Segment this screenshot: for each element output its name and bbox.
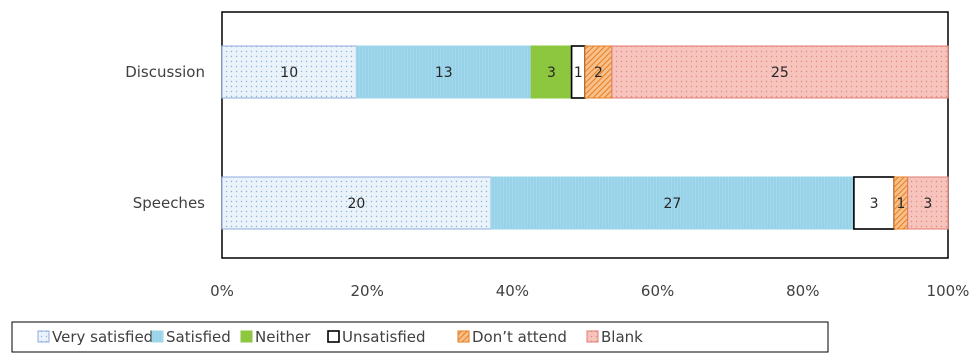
plot-area (221, 11, 949, 259)
x-tick-label: 40% (496, 282, 529, 300)
bar-speeches-satisfied (490, 176, 855, 230)
data-label-speeches-don-t-attend: 1 (896, 196, 905, 212)
legend-swatch-unsatisfied (327, 330, 340, 343)
data-label-discussion-satisfied: 13 (435, 65, 453, 81)
bar-discussion-blank (611, 45, 949, 99)
data-label-discussion-don-t-attend: 2 (594, 65, 603, 81)
data-label-speeches-very-satisfied: 20 (347, 196, 365, 212)
data-label-discussion-very-satisfied: 10 (280, 65, 298, 81)
data-label-speeches-blank: 3 (923, 196, 932, 212)
bar-discussion-don-t-attend (584, 45, 613, 99)
bar-speeches-blank (907, 176, 949, 230)
category-label-speeches: Speeches (133, 194, 205, 212)
category-label-discussion: Discussion (125, 63, 205, 81)
x-tick-label: 60% (641, 282, 674, 300)
legend-label-neither: Neither (255, 328, 311, 346)
bar-discussion-satisfied (355, 45, 532, 99)
data-label-speeches-satisfied: 27 (663, 196, 681, 212)
legend-label-satisfied: Satisfied (166, 328, 231, 346)
bar-discussion-very-satisfied (221, 45, 357, 99)
data-label-discussion-blank: 25 (771, 65, 789, 81)
legend-label-very-satisfied: Very satisfied (52, 328, 153, 346)
data-label-speeches-unsatisfied: 3 (870, 196, 879, 212)
legend-swatch-don-t-attend (457, 330, 470, 343)
legend-label-don-t-attend: Don’t attend (472, 328, 567, 346)
legend-box (11, 321, 829, 353)
data-label-discussion-unsatisfied: 1 (574, 65, 583, 81)
legend-swatch-neither (240, 330, 253, 343)
legend-label-unsatisfied: Unsatisfied (342, 328, 426, 346)
data-label-discussion-neither: 3 (547, 65, 556, 81)
x-tick-label: 0% (210, 282, 234, 300)
x-tick-label: 100% (927, 282, 970, 300)
legend-swatch-blank (586, 330, 599, 343)
legend-swatch-very-satisfied (37, 330, 50, 343)
bar-speeches-unsatisfied (853, 176, 896, 230)
x-tick-label: 20% (351, 282, 384, 300)
legend-swatch-satisfied (151, 330, 164, 343)
bar-speeches-very-satisfied (221, 176, 492, 230)
x-tick-label: 80% (786, 282, 819, 300)
legend-label-blank: Blank (601, 328, 643, 346)
